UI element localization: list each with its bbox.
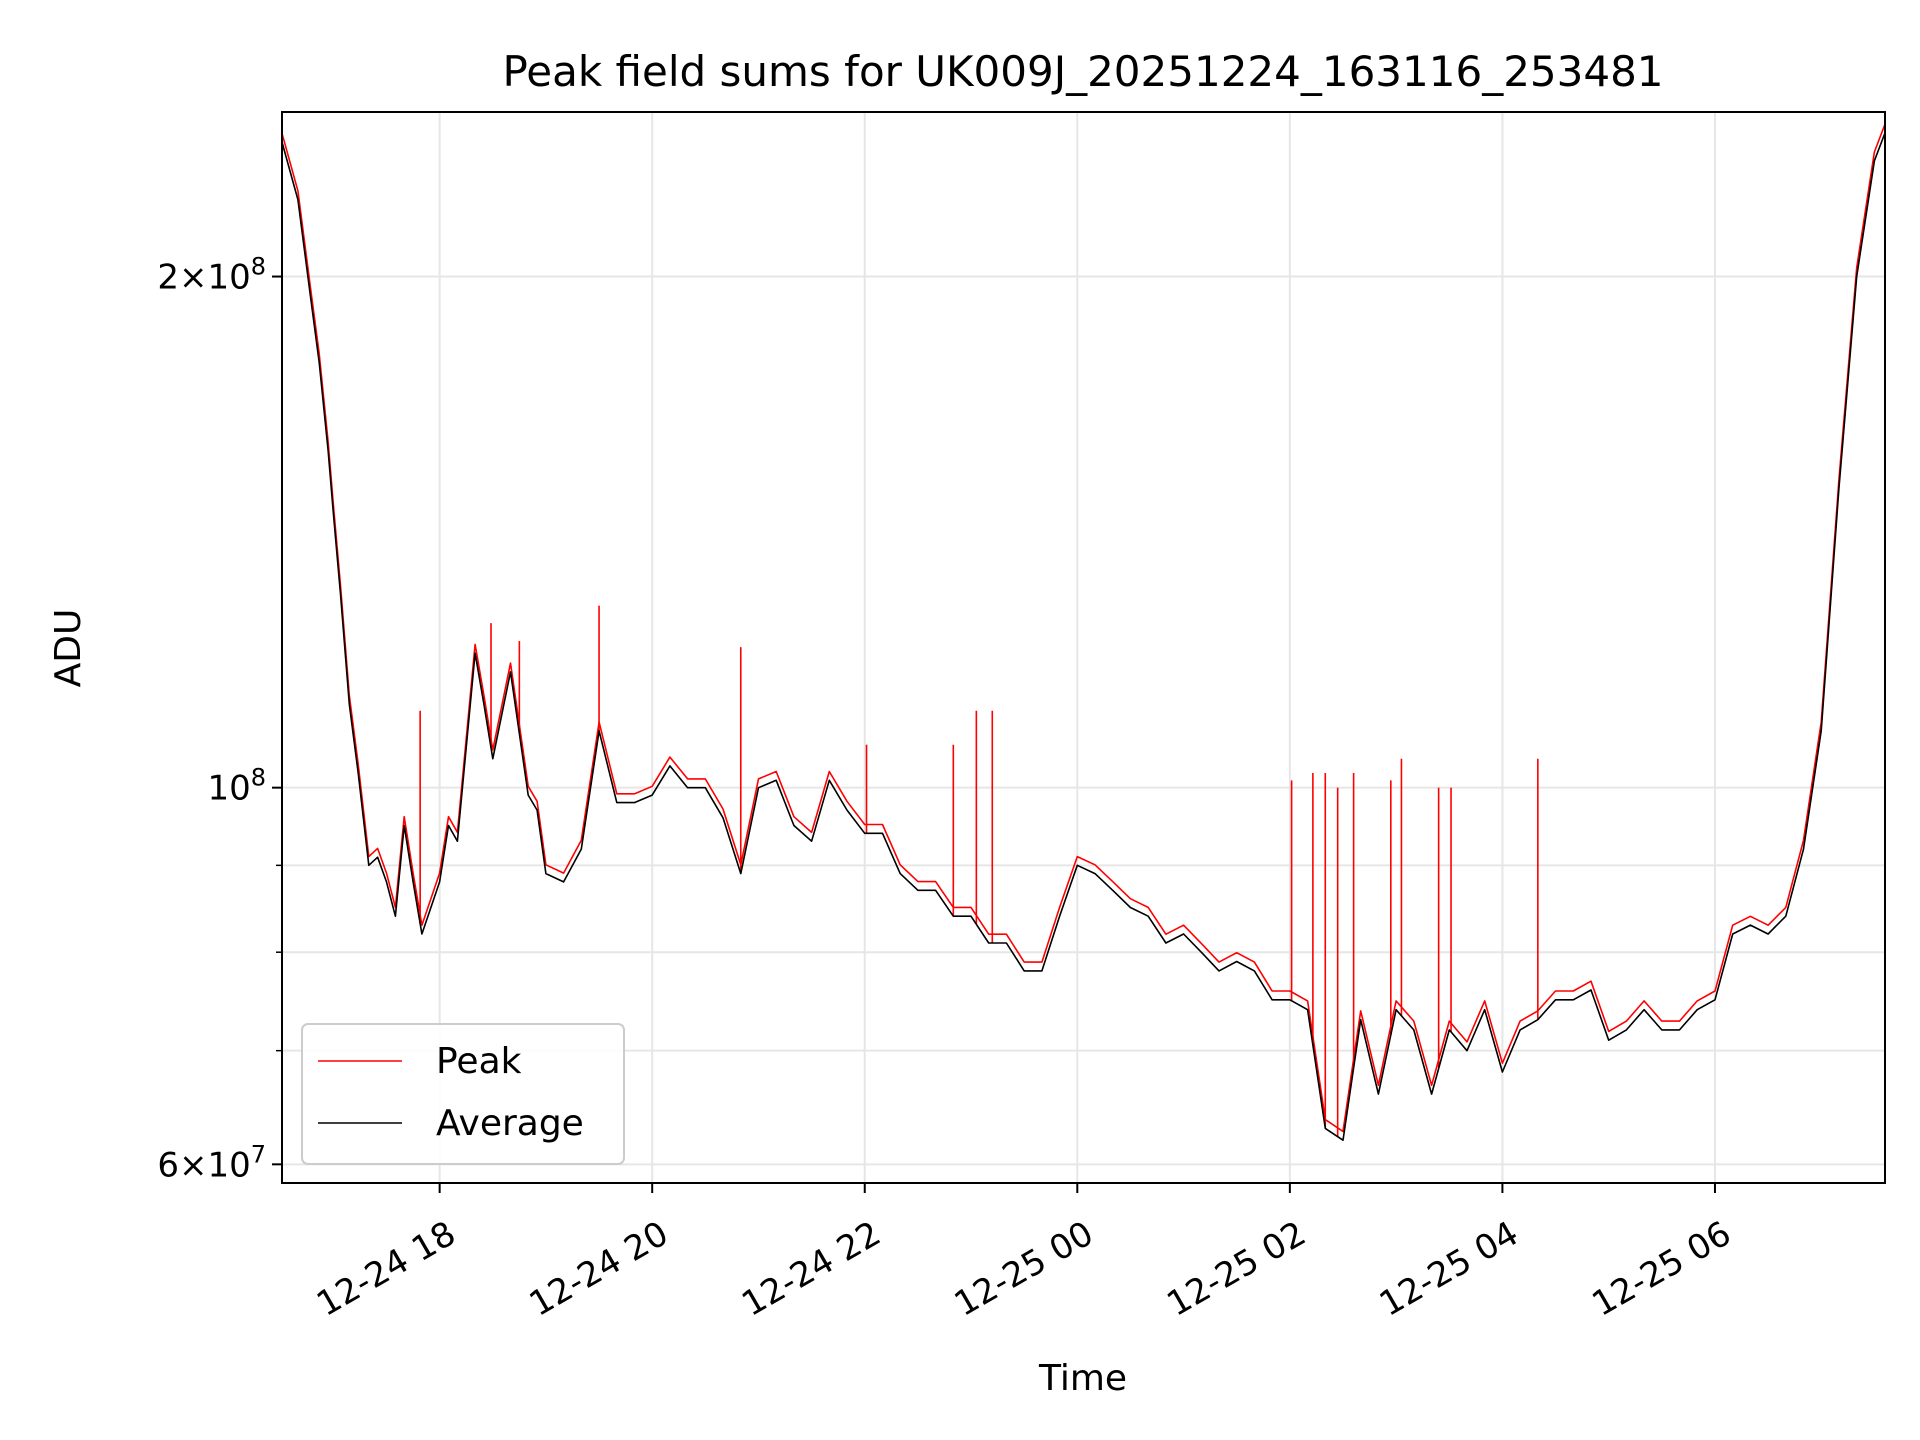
peak-series-line <box>281 123 1886 1133</box>
x-axis-title: Time <box>1038 1358 1127 1399</box>
plot-area <box>281 123 1886 1141</box>
y-tick-base: 10 <box>207 769 250 809</box>
y-tick-base: 6×10 <box>157 1145 250 1185</box>
average-series-line <box>281 132 1886 1141</box>
legend-box <box>301 1023 625 1165</box>
legend: Peak Average <box>301 1023 625 1165</box>
y-axis-title: ADU <box>48 609 89 688</box>
chart-title: Peak field sums for UK009J_20251224_1631… <box>502 47 1663 96</box>
y-tick-label: 6×107 <box>157 1140 266 1185</box>
y-tick-exponent: 8 <box>251 253 266 281</box>
legend-label-average: Average <box>436 1103 584 1144</box>
y-tick-base: 2×10 <box>157 258 250 298</box>
y-tick-label: 2×108 <box>157 253 266 298</box>
legend-label-peak: Peak <box>436 1041 522 1082</box>
y-tick-label: 108 <box>207 764 266 809</box>
plot-frame <box>281 111 1886 1184</box>
y-tick-exponent: 7 <box>251 1140 266 1168</box>
y-tick-exponent: 8 <box>251 764 266 792</box>
